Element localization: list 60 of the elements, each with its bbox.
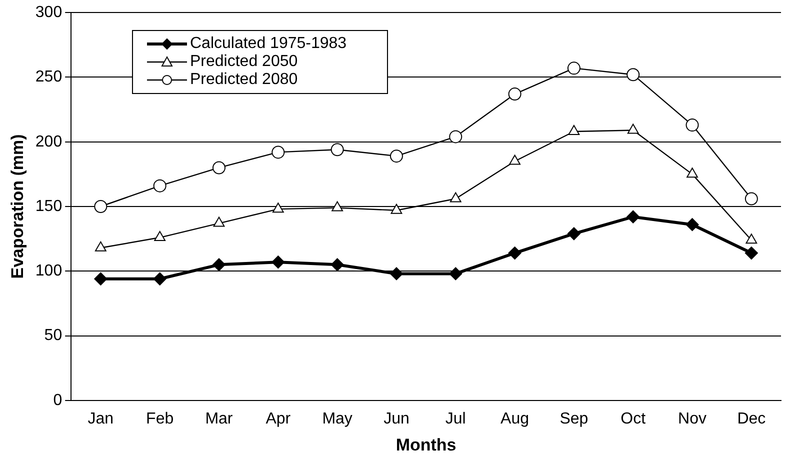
point	[508, 246, 522, 260]
legend-label: Predicted 2080	[190, 71, 298, 89]
point	[94, 200, 108, 213]
point	[567, 62, 580, 75]
y-tick-label: 200	[35, 133, 62, 150]
point	[272, 256, 285, 269]
point	[686, 218, 699, 232]
x-tick-label: Jan	[88, 410, 114, 428]
point	[213, 216, 225, 227]
point	[509, 154, 520, 165]
x-axis-title: Months	[396, 435, 456, 454]
x-tick-label: Nov	[678, 410, 706, 428]
x-tick-label: Dec	[737, 410, 766, 428]
x-tick-label: Feb	[146, 410, 174, 428]
point	[568, 125, 580, 136]
y-axis-title: Evaporation (mm)	[8, 134, 27, 279]
point	[508, 88, 522, 101]
point	[153, 179, 166, 192]
point	[390, 150, 403, 163]
point	[94, 272, 108, 286]
point	[390, 267, 403, 280]
x-tick-label: Aug	[500, 410, 530, 428]
point	[746, 234, 758, 244]
point	[449, 130, 462, 144]
point	[332, 201, 344, 212]
x-tick-label: Jul	[445, 410, 466, 428]
point	[153, 272, 166, 286]
legend-label: Predicted 2050	[190, 53, 298, 71]
x-tick-label: Oct	[620, 410, 646, 428]
point	[450, 192, 462, 202]
point	[272, 202, 284, 213]
point	[330, 258, 344, 272]
y-tick-label: 100	[35, 262, 62, 280]
point	[626, 68, 640, 82]
legend-label: Calculated 1975-1983	[190, 35, 347, 53]
point	[212, 258, 226, 272]
point	[627, 124, 639, 134]
point	[330, 143, 344, 156]
point	[686, 118, 699, 132]
point	[626, 210, 640, 224]
y-tick-label: 0	[53, 392, 62, 409]
point	[272, 146, 285, 159]
point	[744, 192, 758, 206]
point	[744, 246, 758, 260]
x-tick-label: Mar	[205, 410, 234, 428]
point	[449, 267, 462, 280]
y-tick-label: 50	[44, 327, 62, 344]
x-tick-label: Apr	[266, 410, 292, 428]
x-tick-label: May	[322, 410, 352, 428]
point	[390, 204, 402, 214]
point	[686, 168, 698, 178]
point	[154, 231, 166, 242]
x-tick-label: Jun	[384, 410, 410, 428]
point	[212, 161, 226, 174]
point	[567, 227, 580, 240]
y-tick-label: 300	[35, 4, 62, 22]
x-tick-label: Sep	[560, 410, 588, 428]
point	[94, 241, 106, 252]
y-tick-label: 250	[35, 68, 62, 86]
y-tick-label: 150	[35, 198, 62, 215]
